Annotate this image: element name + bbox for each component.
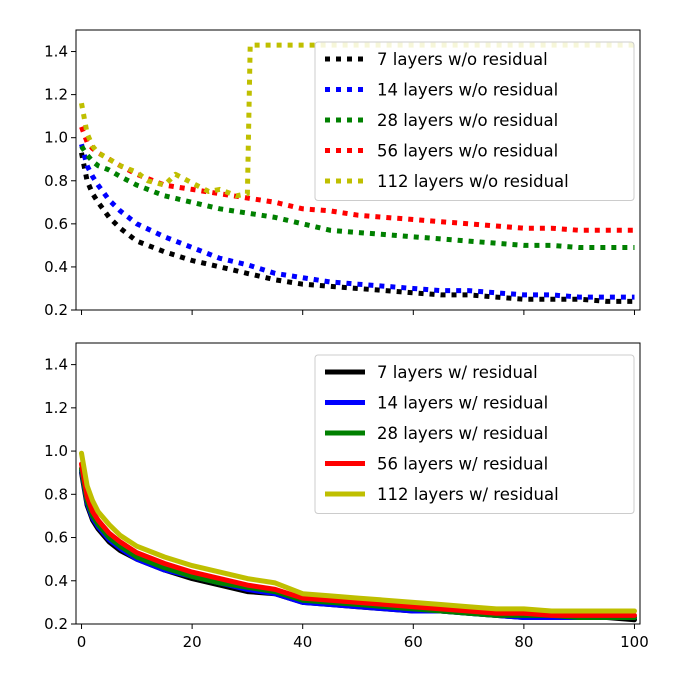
legend-box <box>314 41 635 201</box>
legend-label: 7 layers w/o residual <box>377 50 548 69</box>
legend: 7 layers w/o residual 14 layers w/o resid… <box>314 41 635 201</box>
series-line-1 <box>79 152 635 304</box>
axes-frame <box>75 29 641 311</box>
x-tick-label: 0 <box>77 633 87 651</box>
legend-label: 112 layers w/ residual <box>377 485 559 504</box>
axes-frame <box>75 342 641 625</box>
series-line-5 <box>79 450 637 614</box>
series-line-4 <box>79 461 637 618</box>
x-tick-label: 60 <box>404 633 423 651</box>
y-tick-label: 1.4 <box>44 43 68 61</box>
chart-panel-2: 0.2 0.4 0.6 0.8 1.0 1.2 1.4 0 20 40 60 80 100 7 layer… <box>44 342 649 651</box>
legend-label: 56 layers w/ residual <box>377 455 548 474</box>
y-tick-label: 1.0 <box>44 129 68 147</box>
legend-label: 28 layers w/ residual <box>377 424 548 443</box>
legend-box <box>314 354 635 514</box>
y-tick-label: 0.4 <box>44 258 68 276</box>
x-tick-label: 20 <box>183 633 202 651</box>
y-tick-label: 0.6 <box>44 529 68 547</box>
x-tick-label: 100 <box>620 633 649 651</box>
x-tick-label: 40 <box>293 633 312 651</box>
y-tick-label: 1.4 <box>44 356 68 374</box>
legend-label: 112 layers w/o residual <box>377 172 569 191</box>
legend: 7 layers w/ residual 14 layers w/ residua… <box>314 354 635 514</box>
legend-label: 7 layers w/ residual <box>377 363 538 382</box>
y-tick-label: 0.6 <box>44 215 68 233</box>
y-tick-label: 0.8 <box>44 485 68 503</box>
legend-label: 14 layers w/ residual <box>377 394 548 413</box>
legend-label: 28 layers w/o residual <box>377 111 558 130</box>
chart-panel-1: 0.2 0.4 0.6 0.8 1.0 1.2 1.4 7 layers w/o residu… <box>44 29 641 319</box>
y-tick-label: 0.2 <box>44 615 68 633</box>
legend-label: 56 layers w/o residual <box>377 142 558 161</box>
y-tick-label: 0.2 <box>44 301 68 319</box>
y-tick-label: 1.0 <box>44 442 68 460</box>
y-tick-label: 0.4 <box>44 572 68 590</box>
y-tick-label: 1.2 <box>44 399 68 417</box>
y-tick-label: 1.2 <box>44 86 68 104</box>
series-line-3 <box>79 144 635 250</box>
series-group <box>79 450 637 623</box>
legend-label: 14 layers w/o residual <box>377 81 558 100</box>
y-tick-label: 0.8 <box>44 172 68 190</box>
series-line-2 <box>79 143 635 300</box>
x-tick-label: 80 <box>514 633 533 651</box>
